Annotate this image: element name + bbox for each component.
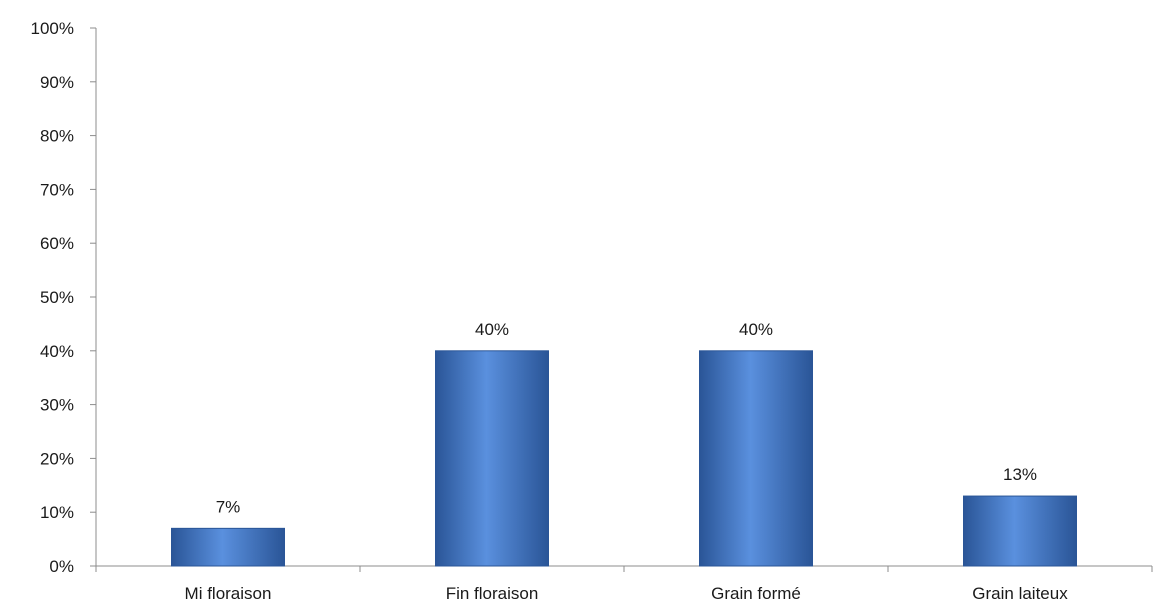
bar [963, 495, 1077, 567]
data-labels: 7% 40% 40% 13% [216, 320, 1037, 517]
x-axis-ticks: Mi floraison Fin floraison Grain formé Grai… [95, 566, 1153, 603]
y-tick-label: 20% [40, 449, 74, 468]
bar-data-label: 7% [216, 497, 241, 516]
bar [171, 527, 285, 567]
y-tick-label: 70% [40, 180, 74, 199]
y-tick-label: 90% [40, 73, 74, 92]
bar-data-label: 13% [1003, 465, 1037, 484]
y-axis-ticks: 0% 10% 20% 30% 40% 50% 60% 70% 80% 90% 100% [31, 19, 96, 576]
y-tick-label: 50% [40, 288, 74, 307]
y-tick-label: 80% [40, 127, 74, 146]
y-tick-label: 40% [40, 342, 74, 361]
bars [171, 350, 1077, 567]
axes [95, 28, 1152, 567]
x-category-label: Grain formé [711, 584, 801, 603]
bar-data-label: 40% [739, 320, 773, 339]
y-tick-label: 60% [40, 234, 74, 253]
bar [435, 350, 549, 567]
x-category-label: Mi floraison [185, 584, 272, 603]
bar-data-label: 40% [475, 320, 509, 339]
y-tick-label: 100% [31, 19, 74, 38]
bar [699, 350, 813, 567]
y-tick-label: 10% [40, 503, 74, 522]
y-tick-label: 0% [49, 557, 74, 576]
y-tick-label: 30% [40, 396, 74, 415]
x-category-label: Grain laiteux [972, 584, 1068, 603]
x-category-label: Fin floraison [446, 584, 539, 603]
